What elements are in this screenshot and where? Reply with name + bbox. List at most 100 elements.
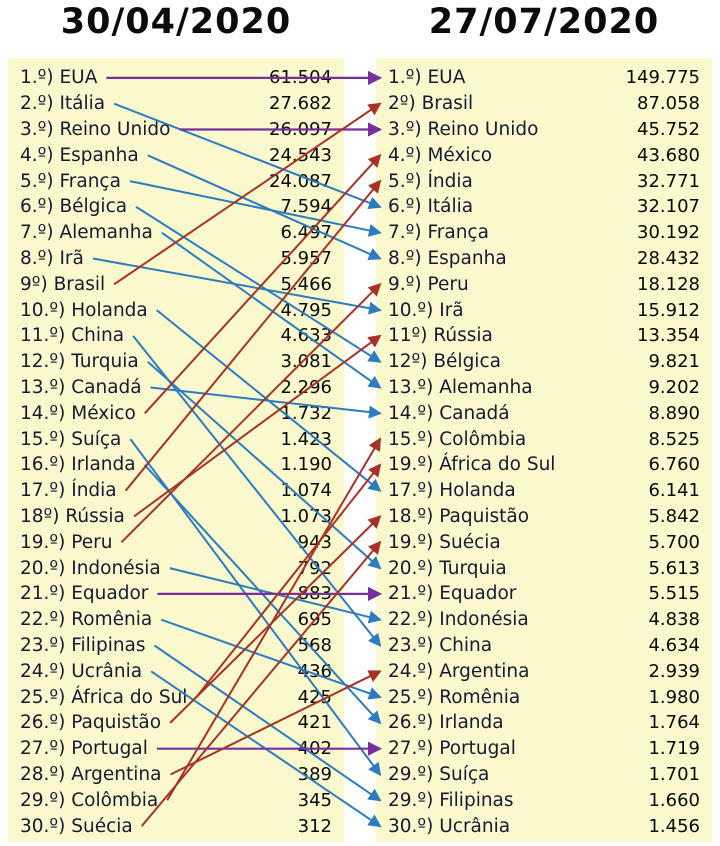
value-label: 9.202: [648, 376, 700, 398]
rank-country-label: 2º) Brasil: [388, 93, 474, 115]
value-label: 4.633: [280, 325, 332, 347]
value-label: 61.504: [269, 67, 332, 89]
rank-country-label: 22.º) Romênia: [20, 609, 153, 631]
value-label: 1.701: [648, 763, 700, 785]
rank-country-label: 19.º) Peru: [20, 531, 113, 553]
value-label: 1.732: [280, 402, 332, 424]
rank-country-label: 27.º) Portugal: [20, 738, 148, 760]
value-label: 6.760: [648, 454, 700, 476]
rank-country-label: 30.º) Suécia: [20, 815, 133, 837]
left-rank-row: 19.º) Peru 943: [8, 529, 344, 555]
rank-country-label: 3.º) Reino Unido: [388, 118, 539, 140]
value-label: 8.525: [648, 428, 700, 450]
left-rank-row: 29.º) Colômbia 345: [8, 787, 344, 813]
rank-country-label: 8.º) Espanha: [388, 247, 507, 269]
rank-country-label: 13.º) Alemanha: [388, 376, 533, 398]
left-rank-row: 12.º) Turquia 3.081: [8, 349, 344, 375]
value-label: 30.192: [637, 222, 700, 244]
right-rank-row: 24.º) Argentina 2.939: [376, 658, 712, 684]
left-rank-row: 11.º) China 4.633: [8, 323, 344, 349]
rank-country-label: 24.º) Argentina: [388, 660, 530, 682]
rank-country-label: 20.º) Indonésia: [20, 557, 161, 579]
rank-country-label: 11º) Rússia: [388, 325, 493, 347]
left-rank-row: 2.º) Itália 27.682: [8, 91, 344, 117]
value-label: 43.680: [637, 144, 700, 166]
right-rank-row: 14.º) Canadá 8.890: [376, 400, 712, 426]
right-rank-row: 19.º) África do Sul 6.760: [376, 452, 712, 478]
rank-country-label: 25.º) Romênia: [388, 686, 521, 708]
rank-country-label: 20.º) Turquia: [388, 557, 507, 579]
value-label: 2.296: [280, 376, 332, 398]
rank-country-label: 4.º) México: [388, 144, 493, 166]
value-label: 18.128: [637, 273, 700, 295]
left-rank-row: 20.º) Indonésia 792: [8, 555, 344, 581]
value-label: 1.660: [648, 789, 700, 811]
left-rank-row: 24.º) Ucrânia 436: [8, 658, 344, 684]
value-label: 436: [297, 660, 332, 682]
rank-country-label: 17.º) Holanda: [388, 480, 516, 502]
rank-country-label: 12º) Bélgica: [388, 351, 501, 373]
rank-country-label: 6.º) Bélgica: [20, 196, 128, 218]
rank-country-label: 12.º) Turquia: [20, 351, 139, 373]
rank-country-label: 21.º) Equador: [388, 583, 517, 605]
rank-country-label: 29.º) Filipinas: [388, 789, 514, 811]
value-label: 1.074: [280, 480, 332, 502]
right-rank-row: 6.º) Itália 32.107: [376, 194, 712, 220]
rank-country-label: 15.º) Suíça: [20, 428, 122, 450]
right-rank-row: 30.º) Ucrânia 1.456: [376, 813, 712, 839]
rank-country-label: 6.º) Itália: [388, 196, 474, 218]
left-rank-row: 25.º) África do Sul 425: [8, 684, 344, 710]
value-label: 5.515: [648, 583, 700, 605]
rank-country-label: 7.º) Alemanha: [20, 222, 153, 244]
right-rank-row: 5.º) Índia 32.771: [376, 168, 712, 194]
value-label: 28.432: [637, 247, 700, 269]
left-rank-row: 1.º) EUA 61.504: [8, 65, 344, 91]
left-rank-row: 14.º) México 1.732: [8, 400, 344, 426]
rank-country-label: 15.º) Colômbia: [388, 428, 527, 450]
left-rank-row: 13.º) Canadá 2.296: [8, 375, 344, 401]
right-date-title: 27/07/2020: [428, 2, 660, 42]
left-rank-row: 26.º) Paquistão 421: [8, 710, 344, 736]
value-label: 695: [297, 609, 332, 631]
left-list: 1.º) EUA 61.504 2.º) Itália 27.682 3.º) Rein…: [8, 65, 344, 839]
rank-country-label: 19.º) Suécia: [388, 531, 501, 553]
rank-country-label: 22.º) Indonésia: [388, 609, 529, 631]
value-label: 13.354: [637, 325, 700, 347]
value-label: 149.775: [625, 67, 700, 89]
value-label: 402: [297, 738, 332, 760]
right-rank-row: 21.º) Equador 5.515: [376, 581, 712, 607]
left-rank-row: 28.º) Argentina 389: [8, 762, 344, 788]
value-label: 2.939: [648, 660, 700, 682]
rank-country-label: 5.º) Índia: [388, 170, 473, 192]
value-label: 1.423: [280, 428, 332, 450]
right-rank-row: 13.º) Alemanha 9.202: [376, 375, 712, 401]
right-rank-row: 20.º) Turquia 5.613: [376, 555, 712, 581]
left-rank-row: 10.º) Holanda 4.795: [8, 297, 344, 323]
left-rank-row: 7.º) Alemanha 6.497: [8, 220, 344, 246]
left-rank-row: 15.º) Suíça 1.423: [8, 426, 344, 452]
rank-country-label: 9º) Brasil: [20, 273, 106, 295]
value-label: 1.456: [648, 815, 700, 837]
left-rank-row: 5.º) França 24.087: [8, 168, 344, 194]
value-label: 27.682: [269, 93, 332, 115]
right-rank-row: 10.º) Irã 15.912: [376, 297, 712, 323]
right-rank-row: 2º) Brasil 87.058: [376, 91, 712, 117]
left-rank-row: 22.º) Romênia 695: [8, 607, 344, 633]
right-rank-row: 27.º) Portugal 1.719: [376, 736, 712, 762]
rank-country-label: 29.º) Colômbia: [20, 789, 159, 811]
rank-country-label: 1.º) EUA: [388, 67, 466, 89]
right-rank-row: 26.º) Irlanda 1.764: [376, 710, 712, 736]
value-label: 792: [297, 557, 332, 579]
right-rank-row: 1.º) EUA 149.775: [376, 65, 712, 91]
left-rank-row: 6.º) Bélgica 7.594: [8, 194, 344, 220]
rank-country-label: 11.º) China: [20, 325, 125, 347]
rank-country-label: 9.º) Peru: [388, 273, 469, 295]
value-label: 568: [297, 634, 332, 656]
left-rank-row: 27.º) Portugal 402: [8, 736, 344, 762]
rank-country-label: 18.º) Paquistão: [388, 505, 530, 527]
value-label: 1.764: [648, 712, 700, 734]
right-rank-row: 11º) Rússia 13.354: [376, 323, 712, 349]
right-rank-row: 3.º) Reino Unido 45.752: [376, 117, 712, 143]
rank-country-label: 28.º) Argentina: [20, 763, 162, 785]
value-label: 883: [297, 583, 332, 605]
